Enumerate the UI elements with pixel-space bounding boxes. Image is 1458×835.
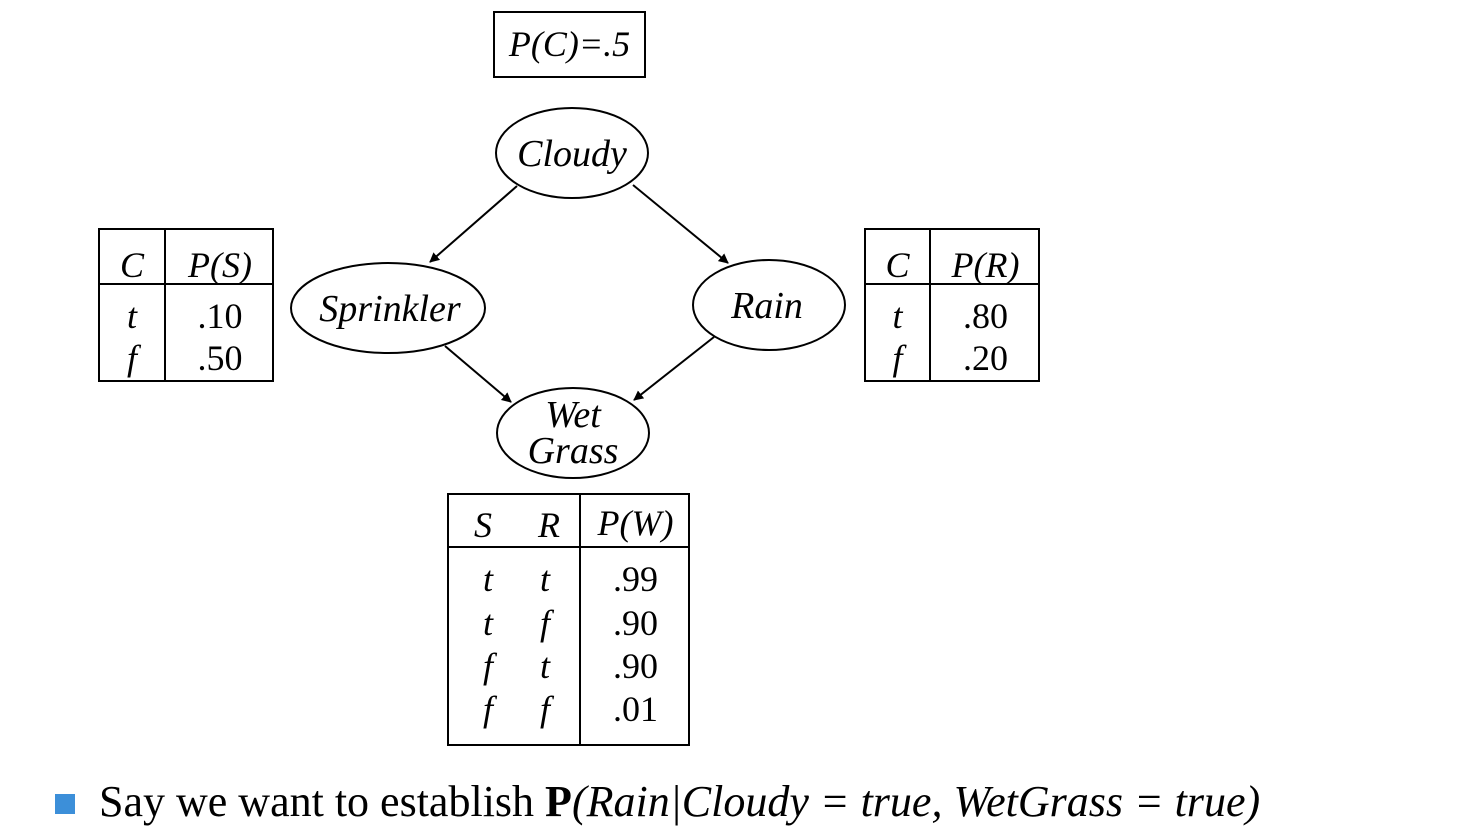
cpt-wetgrass-row3-p: .90 xyxy=(613,646,658,686)
bullet-item: Say we want to establish P(Rain|Cloudy =… xyxy=(55,772,1455,832)
cpt-wetgrass-table: S R P(W) t t .99 t f .90 f t .90 f f .01 xyxy=(447,493,690,746)
cpt-wetgrass-row1-r: t xyxy=(539,559,550,599)
node-sprinkler xyxy=(290,262,486,354)
cpt-sprinkler-row2-c: f xyxy=(126,338,137,378)
cpt-wetgrass-header-r: R xyxy=(538,505,560,545)
node-rain-label: Rain xyxy=(730,285,803,327)
cpt-wetgrass-row1-p: .99 xyxy=(613,559,658,599)
cpt-sprinkler-header-c: C xyxy=(119,245,144,285)
bullet-square-icon xyxy=(55,794,75,814)
cpt-rain-header-pr: P(R) xyxy=(951,245,1020,285)
node-wetgrass-label-line1: Wet xyxy=(545,394,602,436)
cpt-rain-header-c: C xyxy=(885,245,910,285)
cpt-rain-table: C P(R) t .80 f .20 xyxy=(864,228,1040,382)
bullet-bold-p: P xyxy=(545,777,572,826)
cpt-wetgrass-row3-s: f xyxy=(482,646,493,686)
node-cloudy xyxy=(495,107,649,199)
cpt-wetgrass-row2-p: .90 xyxy=(613,603,658,643)
node-wetgrass xyxy=(496,387,650,479)
cpt-sprinkler-row1-c: t xyxy=(126,296,137,336)
cpt-sprinkler-row2-p: .50 xyxy=(197,338,243,378)
node-wetgrass-label-line2: Grass xyxy=(528,430,619,472)
prior-cloudy-box: P(C)=.5 xyxy=(493,11,646,78)
bullet-expression: (Rain|Cloudy = true, WetGrass = true) xyxy=(571,777,1261,826)
cpt-rain-row2-p: .20 xyxy=(963,338,1008,378)
cpt-sprinkler-header-ps: P(S) xyxy=(188,245,252,285)
bullet-prefix: Say we want to establish xyxy=(99,777,546,826)
cpt-wetgrass-header-pw: P(W) xyxy=(597,503,674,543)
edge-sprinkler-wetgrass xyxy=(444,345,512,403)
cpt-rain-row2-c: f xyxy=(892,338,903,378)
cpt-sprinkler-row1-p: .10 xyxy=(197,296,243,336)
bullet-text: Say we want to establish P(Rain|Cloudy =… xyxy=(99,772,1260,832)
cpt-wetgrass-header-s: S xyxy=(474,505,492,545)
node-cloudy-label: Cloudy xyxy=(517,133,627,175)
cpt-wetgrass-row4-p: .01 xyxy=(613,689,658,729)
edge-rain-wetgrass xyxy=(633,336,715,401)
edge-cloudy-sprinkler xyxy=(429,185,518,263)
cpt-wetgrass-row1-s: t xyxy=(482,559,493,599)
cpt-wetgrass-row4-r: f xyxy=(539,689,550,729)
node-sprinkler-label: Sprinkler xyxy=(319,288,461,330)
bayes-network-graph: Cloudy Sprinkler Rain Wet Grass xyxy=(290,107,846,479)
cpt-rain-row1-p: .80 xyxy=(963,296,1008,336)
cpt-wetgrass-row2-r: f xyxy=(539,603,550,643)
cpt-sprinkler-table: C P(S) t .10 f .50 xyxy=(98,228,274,382)
node-rain xyxy=(692,259,846,351)
edge-cloudy-rain xyxy=(632,184,729,264)
cpt-rain-row1-c: t xyxy=(892,296,903,336)
cpt-wetgrass-row4-s: f xyxy=(482,689,493,729)
prior-cloudy-text: P(C)=.5 xyxy=(508,24,631,64)
cpt-wetgrass-row3-r: t xyxy=(539,646,550,686)
cpt-wetgrass-row2-s: t xyxy=(482,603,493,643)
